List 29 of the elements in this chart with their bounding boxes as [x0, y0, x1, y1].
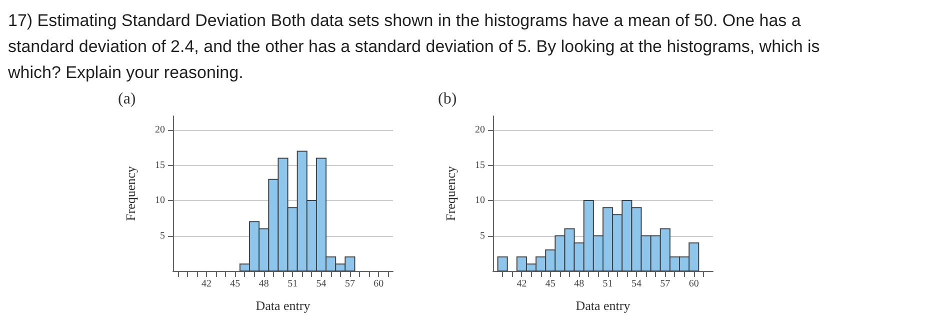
x-tick-label: 57: [660, 278, 670, 290]
x-tick-label: 54: [316, 278, 326, 290]
x-axis-title: Data entry: [256, 298, 311, 313]
y-tick-label: 15: [155, 160, 165, 171]
x-tick-label: 51: [602, 278, 613, 290]
y-tick-label: 15: [475, 160, 485, 171]
x-tick-label: 54: [631, 278, 642, 290]
chart-title: (b): [438, 90, 457, 108]
x-tick-label: 45: [545, 278, 556, 290]
x-tick-label: 48: [258, 278, 269, 290]
x-tick-label: 51: [288, 278, 298, 290]
y-tick-label: 10: [155, 195, 165, 206]
y-axis-title: Frequency: [123, 166, 138, 221]
x-tick-label: 60: [374, 278, 384, 290]
x-tick-label: 48: [574, 278, 584, 290]
y-tick-label: 20: [475, 124, 485, 136]
text: 17) Estimating Standard Deviation Both data sets shown in the histograms have a mean of 50. One has a standard deviation of 2.4, and the other has a standard deviation of 5. By looking at the histograms, which is which? Explain your reasoning.: [8, 10, 821, 84]
x-tick-label: 45: [230, 278, 240, 290]
x-axis-title: Data entry: [576, 298, 631, 313]
chart-title: (a): [118, 90, 136, 108]
y-tick-label: 10: [475, 195, 485, 206]
y-tick-label: 5: [480, 230, 485, 242]
y-axis-title: Frequency: [443, 166, 458, 221]
x-tick-label: 42: [201, 278, 212, 290]
x-tick-label: 42: [516, 278, 527, 290]
x-tick-label: 57: [344, 278, 355, 290]
y-tick-label: 5: [160, 230, 165, 242]
x-tick-label: 60: [688, 278, 699, 290]
y-tick-label: 20: [155, 124, 165, 136]
